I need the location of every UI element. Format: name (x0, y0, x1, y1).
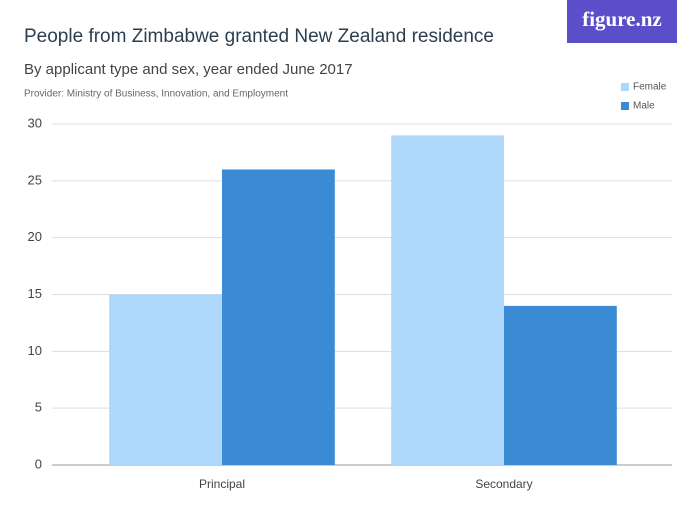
bar (109, 294, 222, 465)
source: Provider: Ministry of Business, Innovati… (24, 89, 288, 100)
y-tick-label: 25 (28, 172, 42, 187)
y-tick-label: 15 (28, 286, 42, 301)
legend-label: Male (633, 101, 655, 112)
legend-swatch (621, 102, 629, 110)
bar (391, 135, 504, 465)
y-tick-label: 0 (35, 456, 42, 471)
logo[interactable]: figure.nz (582, 7, 662, 31)
y-tick-label: 30 (28, 115, 42, 130)
x-tick-label: Secondary (475, 477, 532, 491)
y-tick-label: 20 (28, 229, 42, 244)
legend-swatch (621, 83, 629, 91)
x-tick-label: Principal (199, 477, 245, 491)
legend-label: Female (633, 82, 667, 93)
logo-box (567, 0, 677, 43)
bar (504, 305, 617, 465)
y-tick-label: 5 (35, 400, 42, 415)
y-tick-label: 10 (28, 343, 42, 358)
bar (222, 169, 335, 465)
chart-subtitle: By applicant type and sex, year ended Ju… (24, 61, 353, 78)
chart-title: People from Zimbabwe granted New Zealand… (24, 26, 494, 47)
